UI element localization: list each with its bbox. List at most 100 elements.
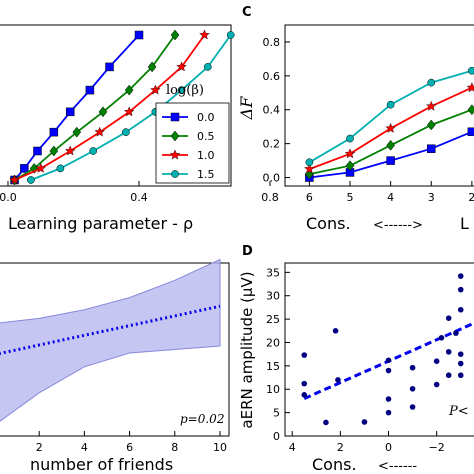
tick-label: 4 bbox=[289, 441, 296, 454]
panel-d-y-axis-label: aERN amplitude (μV) bbox=[238, 271, 256, 428]
data-point bbox=[301, 352, 308, 358]
tick-label: 0.4 bbox=[130, 191, 148, 204]
data-point bbox=[72, 126, 82, 138]
tick-label: 0 bbox=[273, 430, 280, 443]
data-point bbox=[457, 360, 464, 367]
tick-label: 0.4 bbox=[263, 104, 281, 117]
series-line bbox=[14, 34, 176, 181]
data-point bbox=[323, 419, 329, 426]
data-point bbox=[345, 160, 355, 172]
data-point bbox=[134, 30, 144, 40]
panel-c-x-axis-label: Cons. bbox=[306, 214, 351, 233]
data-point bbox=[445, 315, 452, 321]
data-point bbox=[332, 327, 339, 334]
data-point bbox=[467, 127, 474, 137]
tick-label: 2 bbox=[468, 191, 474, 204]
tick-label: 10 bbox=[266, 383, 280, 396]
legend-swatch-marker bbox=[170, 112, 180, 122]
panel-e-frame bbox=[0, 262, 230, 437]
data-point bbox=[445, 372, 452, 379]
data-point bbox=[335, 377, 341, 383]
data-point bbox=[385, 122, 396, 133]
tick-label: 5 bbox=[347, 191, 354, 204]
panel-c-frame bbox=[284, 24, 474, 187]
data-point bbox=[361, 419, 368, 425]
data-point bbox=[35, 162, 47, 173]
data-point bbox=[98, 106, 108, 118]
tick-label: 15 bbox=[266, 360, 280, 373]
tick-label: 35 bbox=[266, 266, 280, 279]
data-point bbox=[199, 29, 210, 40]
data-point bbox=[386, 100, 395, 109]
panel-b-legend: log(β) 0.0 0.5 1.0 1.5 bbox=[155, 83, 230, 184]
data-point bbox=[226, 31, 235, 39]
panel-c-y-axis-label: ΔF bbox=[237, 96, 256, 121]
data-point bbox=[457, 351, 464, 357]
data-point bbox=[426, 119, 436, 131]
tick-label: 25 bbox=[266, 313, 280, 326]
panel-b: 0.0 0.4 0.8 log(β) 0.0 0.5 1.0 1.5 Learning p… bbox=[0, 24, 279, 233]
panel-e-plot-area bbox=[0, 258, 221, 422]
data-point bbox=[203, 63, 212, 71]
data-point bbox=[65, 145, 76, 156]
data-point bbox=[385, 396, 392, 402]
panel-b-plot-area bbox=[9, 29, 235, 186]
series-line bbox=[14, 34, 206, 181]
data-point bbox=[453, 330, 459, 336]
data-point bbox=[89, 147, 98, 155]
legend-label: 0.0 bbox=[197, 111, 215, 124]
legend-label: 1.0 bbox=[197, 149, 215, 162]
data-point bbox=[457, 372, 464, 379]
data-point bbox=[425, 100, 437, 111]
panel-d-plot-area bbox=[301, 273, 474, 426]
data-point bbox=[176, 61, 187, 72]
tick-label: 0.8 bbox=[261, 191, 279, 204]
panel-e-x-ticks: 2 4 6 8 10 bbox=[36, 431, 227, 454]
data-point bbox=[20, 164, 29, 173]
fit-line bbox=[303, 321, 474, 400]
series-line bbox=[13, 34, 140, 181]
data-point bbox=[301, 392, 308, 398]
fit-line bbox=[0, 304, 221, 355]
data-point bbox=[105, 62, 114, 72]
data-point bbox=[467, 104, 474, 116]
data-point bbox=[301, 380, 308, 387]
legend-title: log(β) bbox=[166, 83, 204, 98]
data-point bbox=[427, 78, 436, 87]
data-point bbox=[33, 146, 42, 156]
data-point bbox=[65, 107, 75, 117]
data-point bbox=[124, 84, 134, 96]
legend-label: 1.5 bbox=[197, 168, 215, 181]
data-point bbox=[433, 358, 440, 364]
panel-c-letter: C bbox=[242, 5, 252, 20]
data-point bbox=[385, 357, 392, 364]
tick-label: 6 bbox=[126, 441, 133, 454]
data-point bbox=[433, 381, 440, 388]
data-point bbox=[344, 148, 356, 159]
data-point bbox=[85, 85, 95, 95]
data-point bbox=[9, 174, 20, 185]
panel-c-ticks: 6 5 4 3 2 0.0 0.2 0.4 0.6 0.8 bbox=[263, 36, 474, 204]
panel-d-x-axis-arrow: <------ bbox=[378, 459, 417, 474]
tick-label: 10 bbox=[213, 441, 227, 454]
data-point bbox=[386, 156, 395, 165]
panel-d-letter: D bbox=[242, 244, 253, 259]
tick-label: 6 bbox=[306, 191, 313, 204]
tick-label: 0.6 bbox=[263, 70, 281, 83]
data-point bbox=[177, 86, 186, 94]
data-point bbox=[438, 335, 445, 341]
data-point bbox=[147, 61, 157, 73]
panel-e-annotation: p=0.02 bbox=[180, 412, 224, 426]
data-point bbox=[385, 367, 392, 374]
confidence-band bbox=[0, 258, 221, 422]
tick-label: 5 bbox=[273, 407, 280, 420]
panel-b-x-ticks: 0.0 0.4 0.8 bbox=[0, 181, 279, 204]
panel-d-x-axis-label: Cons. bbox=[312, 455, 357, 474]
data-point bbox=[346, 134, 354, 143]
tick-label: 0.8 bbox=[263, 36, 281, 49]
data-point bbox=[457, 286, 464, 293]
data-point bbox=[445, 349, 452, 355]
